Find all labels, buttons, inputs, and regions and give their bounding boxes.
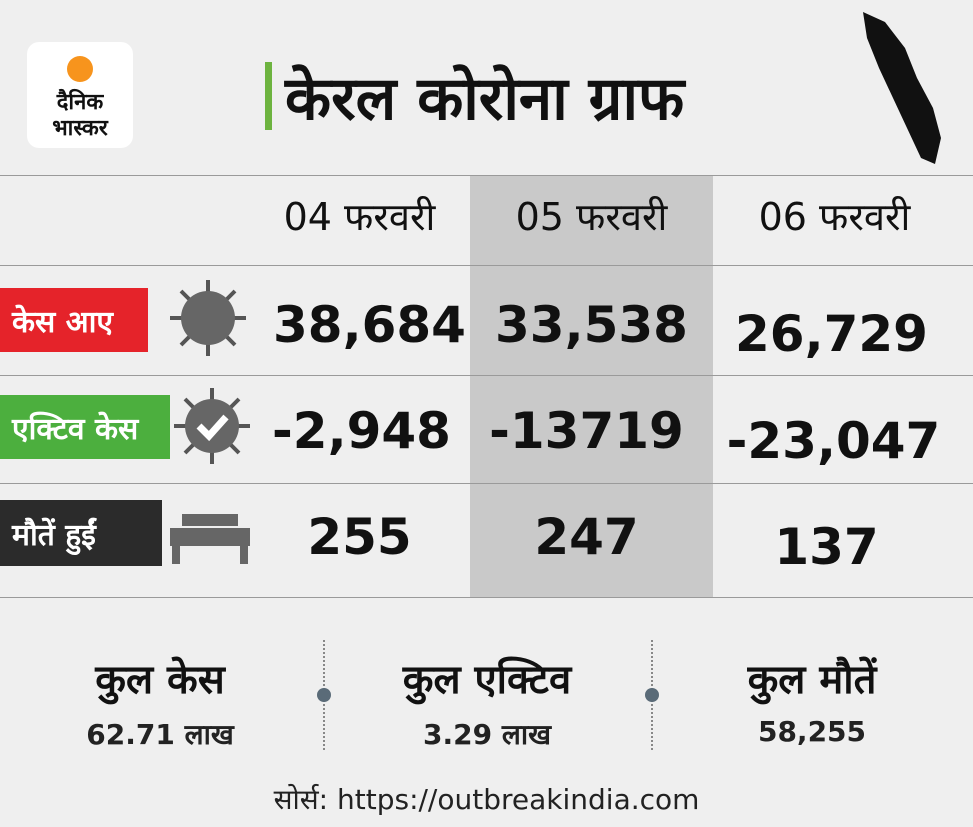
source: सोर्स: https://outbreakindia.com [273,783,700,816]
cell-value: -23,047 [726,412,941,470]
total-label: कुल केस [95,657,225,703]
cell-value: 38,684 [273,296,466,354]
cell-value: 255 [307,508,412,566]
cell-value: 137 [774,518,879,576]
row-label: केस आए [0,288,148,352]
logo: दैनिक भास्कर [27,42,133,148]
rule [0,483,973,484]
total-label: कुल एक्टिव [402,657,572,703]
row-label: मौतें हुईं [0,500,162,566]
kerala-map [863,12,941,164]
rule [0,375,973,376]
column-header: 05 फरवरी [515,195,668,239]
separator-dot [645,688,659,702]
logo-line2: भास्कर [52,116,108,141]
check-icon [174,388,250,464]
total-value: 58,255 [757,715,867,748]
cell-value: -13719 [489,402,684,460]
logo-line1: दैनिक [56,90,104,115]
rule [0,265,973,266]
total-label: कुल मौतें [747,657,877,703]
highlight-column [470,175,713,597]
cell-value: 247 [534,508,639,566]
rule [0,175,973,176]
total-value: 62.71 लाख [86,718,234,751]
bed-icon [170,514,250,564]
row-label: एक्टिव केस [0,395,170,459]
rule [0,597,973,598]
cell-value: 26,729 [735,305,928,363]
column-header: 06 फरवरी [758,195,911,239]
column-header: 04 फरवरी [283,195,436,239]
title-accent [265,62,272,130]
separator-dot [317,688,331,702]
title: केरल कोरोना ग्राफ [285,64,685,134]
logo-sun [67,56,93,82]
total-value: 3.29 लाख [423,718,551,751]
cell-value: 33,538 [495,296,688,354]
virus-icon [170,280,246,356]
cell-value: -2,948 [272,402,451,460]
